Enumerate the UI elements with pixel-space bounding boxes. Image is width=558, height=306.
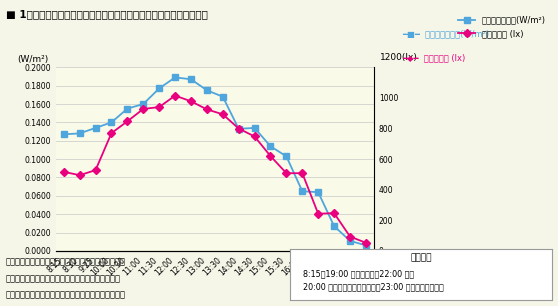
Text: 夜はブルーライト量の低い状態の照明計画で生体リズ: 夜はブルーライト量の低い状態の照明計画で生体リズ — [6, 291, 126, 300]
Text: 1200(lx): 1200(lx) — [380, 53, 418, 62]
Text: 8:15～19:00 リビング　　22:00 寝室
20:00 読書コーナーで団らん　23:00 寝室（ベット上）: 8:15～19:00 リビング 22:00 寝室 20:00 読書コーナーで団ら… — [304, 270, 444, 292]
Text: ━■━  ブルーライト量(W/m²): ━■━ ブルーライト量(W/m²) — [402, 29, 489, 38]
Text: ━◆━  水平面照度 (lx): ━◆━ 水平面照度 (lx) — [402, 54, 465, 63]
Text: 計測場所: 計測場所 — [411, 253, 432, 263]
Text: (W/m²): (W/m²) — [18, 55, 49, 64]
Legend: ブルーライト量(W/m²), 水平面照度 (lx): ブルーライト量(W/m²), 水平面照度 (lx) — [456, 13, 549, 40]
Text: で、ブルーライトを十分に浴びることができます。: で、ブルーライトを十分に浴びることができます。 — [6, 274, 121, 283]
Text: 日中は太陽光を採り込み、十分な照度を確保すること: 日中は太陽光を採り込み、十分な照度を確保すること — [6, 257, 126, 266]
Text: ■ 1日を通してブルーライト量をコントロールするレジリエンス住宅: ■ 1日を通してブルーライト量をコントロールするレジリエンス住宅 — [6, 9, 208, 19]
